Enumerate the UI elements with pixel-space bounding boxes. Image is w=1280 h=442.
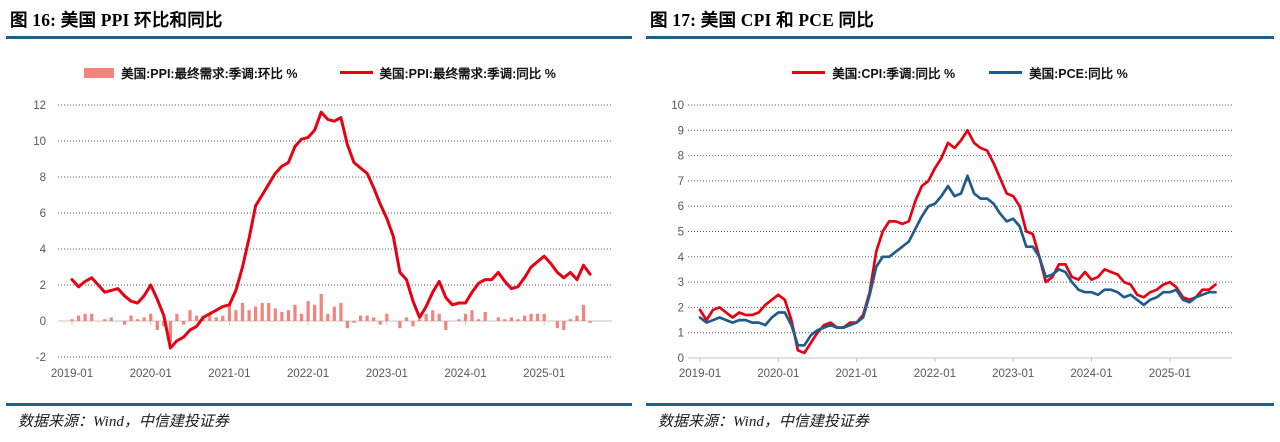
- svg-text:-2: -2: [36, 352, 46, 364]
- svg-text:5: 5: [678, 227, 684, 239]
- figure-16-title: 图 16: 美国 PPI 环比和同比: [10, 10, 223, 30]
- cpi-pce-chart-canvas: 0 1 2 3 4 5 6 7 8 9 10 2019-01 2020-01 2021-01 2022-01…: [671, 100, 1232, 380]
- svg-text:2019-01: 2019-01: [679, 368, 721, 380]
- figure-16-source: 数据来源：Wind，中信建投证券: [18, 414, 229, 430]
- ppi-yoy-legend-label: 美国:PPI:最终需求:季调:同比 %: [379, 67, 556, 81]
- figure-17-title: 图 17: 美国 CPI 和 PCE 同比: [650, 10, 874, 30]
- svg-text:4: 4: [40, 244, 47, 256]
- svg-text:2: 2: [40, 280, 46, 292]
- svg-text:2024-01: 2024-01: [1070, 368, 1112, 380]
- ppi-chart-canvas: -2 0 2 4 6 8 10 12 2019-01 2020-01 2021-01 2022-01 2…: [33, 100, 612, 380]
- svg-text:9: 9: [678, 125, 684, 137]
- figure-17-bottom-rule: [646, 403, 1274, 406]
- figure-16-legend: 美国:PPI:最终需求:季调:环比 % 美国:PPI:最终需求:季调:同比 %: [0, 63, 640, 82]
- svg-text:8: 8: [678, 151, 684, 163]
- legend-item-cpi: 美国:CPI:季调:同比 %: [792, 63, 955, 82]
- svg-text:6: 6: [678, 201, 684, 213]
- svg-text:7: 7: [678, 176, 684, 188]
- svg-text:2022-01: 2022-01: [287, 368, 329, 380]
- ppi-mom-legend-label: 美国:PPI:最终需求:季调:环比 %: [121, 67, 298, 81]
- svg-text:10: 10: [671, 100, 684, 112]
- svg-text:2021-01: 2021-01: [835, 368, 877, 380]
- cpi-line-swatch: [792, 71, 826, 74]
- svg-text:10: 10: [33, 136, 46, 148]
- ppi-yoy-line-swatch: [339, 71, 373, 74]
- svg-text:2020-01: 2020-01: [130, 368, 172, 380]
- svg-text:2023-01: 2023-01: [992, 368, 1034, 380]
- pce-line-swatch: [989, 71, 1023, 74]
- svg-text:4: 4: [678, 252, 685, 264]
- svg-text:0: 0: [40, 316, 46, 328]
- svg-text:12: 12: [33, 100, 46, 112]
- svg-text:2: 2: [678, 302, 684, 314]
- svg-text:2021-01: 2021-01: [208, 368, 250, 380]
- svg-text:2019-01: 2019-01: [51, 368, 93, 380]
- svg-text:0: 0: [678, 353, 684, 365]
- figure-17-legend: 美国:CPI:季调:同比 % 美国:PCE:同比 %: [640, 63, 1280, 82]
- legend-item-ppi-mom: 美国:PPI:最终需求:季调:环比 %: [84, 63, 298, 82]
- ppi-mom-bar-swatch: [84, 67, 115, 78]
- figure-17-source: 数据来源：Wind，中信建投证券: [658, 414, 869, 430]
- svg-text:8: 8: [40, 172, 46, 184]
- figure-16-title-rule: [6, 36, 632, 39]
- svg-text:2025-01: 2025-01: [523, 368, 565, 380]
- svg-text:2025-01: 2025-01: [1149, 368, 1191, 380]
- svg-text:1: 1: [678, 328, 684, 340]
- legend-item-ppi-yoy: 美国:PPI:最终需求:季调:同比 %: [339, 63, 556, 82]
- svg-text:2022-01: 2022-01: [914, 368, 956, 380]
- figure-16-bottom-rule: [6, 403, 632, 406]
- svg-text:2024-01: 2024-01: [444, 368, 486, 380]
- svg-text:3: 3: [678, 277, 684, 289]
- legend-item-pce: 美国:PCE:同比 %: [989, 63, 1128, 82]
- svg-text:2023-01: 2023-01: [366, 368, 408, 380]
- cpi-legend-label: 美国:CPI:季调:同比 %: [832, 67, 956, 81]
- svg-text:2020-01: 2020-01: [757, 368, 799, 380]
- svg-text:6: 6: [40, 208, 46, 220]
- pce-legend-label: 美国:PCE:同比 %: [1029, 67, 1128, 81]
- figure-17-title-rule: [646, 36, 1274, 39]
